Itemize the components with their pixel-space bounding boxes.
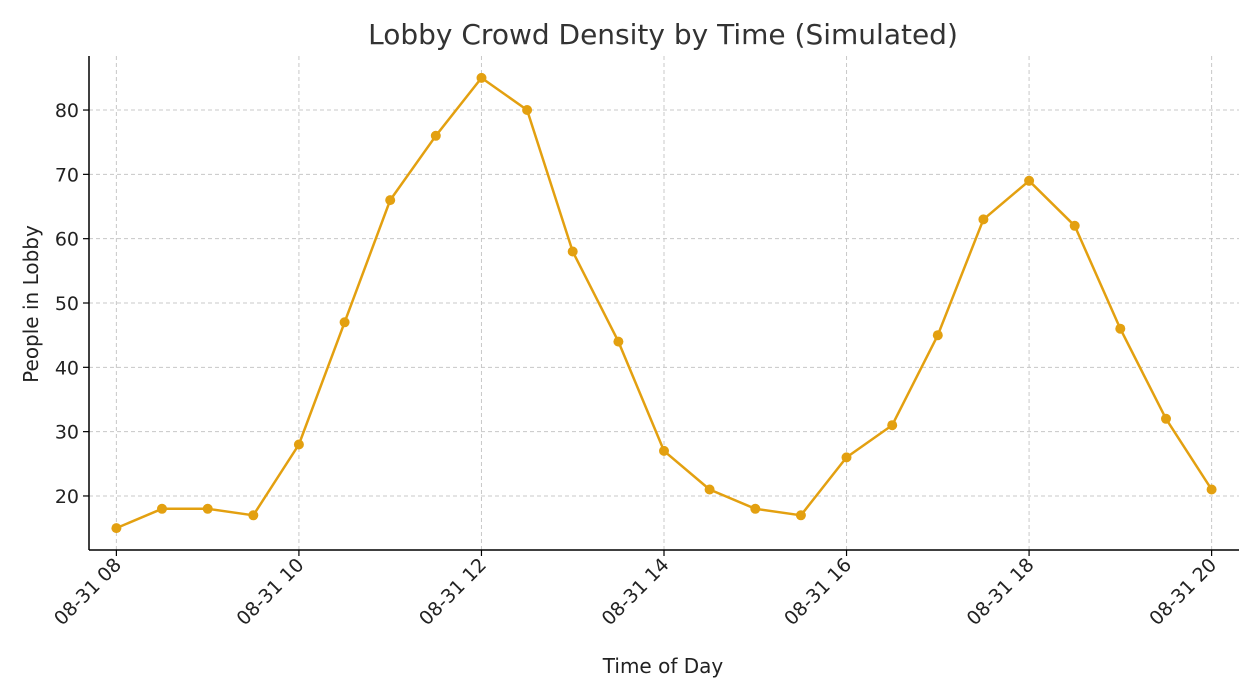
data-point xyxy=(750,503,761,514)
data-point xyxy=(430,130,441,141)
y-tick-label: 40 xyxy=(55,357,79,379)
data-point xyxy=(476,72,487,83)
x-tick-label: 08-31 08 xyxy=(50,554,126,630)
data-point xyxy=(795,510,806,521)
data-point xyxy=(248,510,259,521)
x-tick-label: 08-31 14 xyxy=(598,554,674,630)
data-point xyxy=(1069,220,1080,231)
grid xyxy=(89,56,1239,550)
data-point xyxy=(1024,175,1035,186)
data-point xyxy=(293,439,304,450)
x-axis-label: Time of Day xyxy=(602,654,724,678)
data-point xyxy=(1115,323,1126,334)
data-point xyxy=(613,336,624,347)
data-point xyxy=(339,317,350,328)
data-point xyxy=(1206,484,1217,495)
data-point xyxy=(202,503,213,514)
data-point xyxy=(932,330,943,341)
data-point xyxy=(1161,413,1171,424)
x-tick-label: 08-31 10 xyxy=(232,554,308,630)
data-point xyxy=(887,420,898,431)
x-tick-label: 08-31 16 xyxy=(780,554,856,630)
y-tick-label: 70 xyxy=(55,164,79,186)
y-axis-label: People in Lobby xyxy=(19,225,43,383)
data-point xyxy=(567,246,578,257)
data-point xyxy=(659,445,669,456)
series-layer xyxy=(111,72,1217,534)
y-tick-label: 50 xyxy=(55,293,79,315)
y-tick-label: 30 xyxy=(55,422,79,444)
data-point xyxy=(704,484,715,495)
y-tick-label: 80 xyxy=(55,100,79,122)
data-point xyxy=(157,503,167,514)
y-tick-label: 60 xyxy=(55,229,79,251)
x-tick-label: 08-31 12 xyxy=(415,554,491,630)
data-point xyxy=(385,195,396,206)
data-point xyxy=(841,452,852,463)
chart-title: Lobby Crowd Density by Time (Simulated) xyxy=(368,18,958,51)
x-tick-label: 08-31 20 xyxy=(1145,554,1221,630)
y-tick-label: 20 xyxy=(55,486,79,508)
data-point xyxy=(522,105,533,115)
data-point xyxy=(111,523,122,534)
data-point xyxy=(978,214,989,225)
x-tick-label: 08-31 18 xyxy=(963,554,1039,630)
